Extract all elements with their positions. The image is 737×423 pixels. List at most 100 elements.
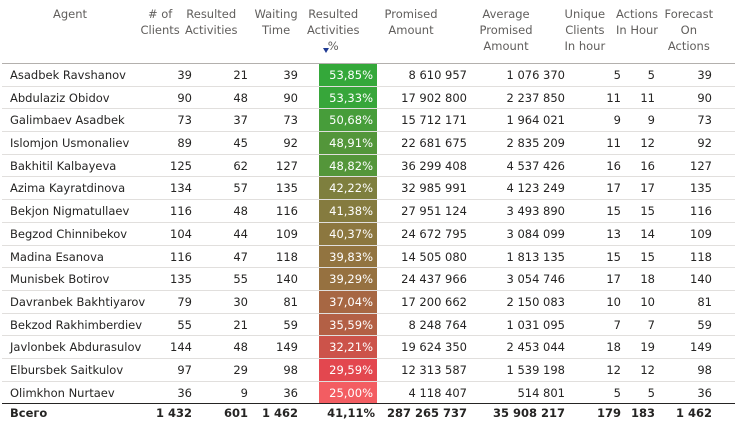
header-agent[interactable]: Agent xyxy=(53,7,88,21)
resulted-count: 37 xyxy=(233,113,248,128)
total-resulted: 601 xyxy=(223,406,248,420)
actions-in-hour: 12 xyxy=(640,362,655,377)
table-row[interactable]: Bekjon Nigmatullaev 116 48 116 41,38% 27 951 … xyxy=(2,199,735,223)
waiting-time: 118 xyxy=(276,249,298,264)
table-row[interactable]: Islomjon Usmonaliev 89 45 92 48,91% 22 681 67… xyxy=(2,131,735,155)
promised-amount: 24 437 966 xyxy=(401,272,467,287)
clients-count: 90 xyxy=(177,90,192,105)
unique-clients: 11 xyxy=(606,136,621,151)
resulted-count: 30 xyxy=(233,294,248,309)
table-row[interactable]: Begzod Chinnibekov 104 44 109 40,37% 24 672 7… xyxy=(2,221,735,245)
unique-clients: 11 xyxy=(606,90,621,105)
actions-in-hour: 9 xyxy=(647,113,655,128)
header-forecast[interactable]: Forecast On Actions xyxy=(664,7,714,53)
agent-name: Galimbaev Asadbek xyxy=(10,113,125,128)
actions-in-hour: 17 xyxy=(640,181,655,196)
waiting-time: 36 xyxy=(283,385,298,400)
average-promised: 3 054 746 xyxy=(506,272,565,287)
clients-count: 134 xyxy=(170,181,192,196)
unique-clients: 12 xyxy=(606,362,621,377)
unique-clients: 17 xyxy=(606,272,621,287)
total-row: Всего 1 432 601 1 462 41,11% 287 265 737… xyxy=(2,403,735,423)
resulted-count: 48 xyxy=(233,204,248,219)
table-row[interactable]: Azima Kayratdinova 134 57 135 42,22% 32 985 9… xyxy=(2,176,735,200)
forecast-actions: 59 xyxy=(697,317,712,332)
waiting-time: 59 xyxy=(283,317,298,332)
header-resulted-pct[interactable]: Resulted Activities % xyxy=(307,7,360,53)
actions-in-hour: 15 xyxy=(640,249,655,264)
resulted-count: 55 xyxy=(233,272,248,287)
table-row[interactable]: Madina Esanova 116 47 118 39,83% 14 505 080 1 … xyxy=(2,244,735,268)
forecast-actions: 98 xyxy=(697,362,712,377)
sort-descending-icon[interactable] xyxy=(323,48,329,53)
forecast-actions: 92 xyxy=(697,136,712,151)
resulted-count: 47 xyxy=(233,249,248,264)
resulted-count: 62 xyxy=(233,158,248,173)
resulted-count: 21 xyxy=(233,317,248,332)
resulted-pct: 32,21% xyxy=(319,336,377,359)
resulted-pct: 25,00% xyxy=(319,381,377,404)
forecast-actions: 140 xyxy=(690,272,712,287)
resulted-pct: 53,33% xyxy=(319,86,377,109)
header-resulted[interactable]: Resulted Activities xyxy=(185,7,238,37)
promised-amount: 8 610 957 xyxy=(408,68,467,82)
total-promised: 287 265 737 xyxy=(386,406,467,420)
resulted-pct: 35,59% xyxy=(319,313,377,336)
resulted-pct: 29,59% xyxy=(319,358,377,381)
resulted-pct: 40,37% xyxy=(319,222,377,245)
actions-in-hour: 12 xyxy=(640,136,655,151)
actions-in-hour: 19 xyxy=(640,340,655,355)
promised-amount: 22 681 675 xyxy=(401,136,467,151)
table-row[interactable]: Elbursbek Saitkulov 97 29 98 29,59% 12 313 58… xyxy=(2,357,735,381)
unique-clients: 9 xyxy=(613,113,621,128)
header-promised[interactable]: Promised Amount xyxy=(384,7,438,37)
total-forecast: 1 462 xyxy=(675,406,712,420)
total-unique: 179 xyxy=(596,406,621,420)
waiting-time: 92 xyxy=(283,136,298,151)
header-unique-clients[interactable]: Unique Clients In hour xyxy=(564,7,606,53)
table-row[interactable]: Olimkhon Nurtaev 36 9 36 25,00% 4 118 407 514 … xyxy=(2,380,735,404)
header-clients[interactable]: # of Clients xyxy=(140,7,180,37)
clients-count: 135 xyxy=(170,272,192,287)
table-row[interactable]: Asadbek Ravshanov 39 21 39 53,85% 8 610 957 1 … xyxy=(2,63,735,86)
forecast-actions: 81 xyxy=(697,294,712,309)
table-row[interactable]: Davranbek Bakhtiyarov 79 30 81 37,04% 17 200 … xyxy=(2,289,735,313)
waiting-time: 81 xyxy=(283,294,298,309)
resulted-count: 57 xyxy=(233,181,248,196)
clients-count: 116 xyxy=(170,204,192,219)
table-row[interactable]: Abdulaziz Obidov 90 48 90 53,33% 17 902 800 2 … xyxy=(2,85,735,109)
header-avg-promised[interactable]: Average Promised Amount xyxy=(479,7,533,53)
clients-count: 104 xyxy=(170,226,192,241)
unique-clients: 5 xyxy=(613,68,621,82)
total-label: Всего xyxy=(10,406,48,420)
table-row[interactable]: Bekzod Rakhimberdiev 55 21 59 35,59% 8 248 76… xyxy=(2,312,735,336)
waiting-time: 135 xyxy=(276,181,298,196)
unique-clients: 16 xyxy=(606,158,621,173)
waiting-time: 127 xyxy=(276,158,298,173)
average-promised: 4 537 426 xyxy=(506,158,565,173)
resulted-count: 48 xyxy=(233,340,248,355)
unique-clients: 18 xyxy=(606,340,621,355)
resulted-count: 44 xyxy=(233,226,248,241)
total-clients: 1 432 xyxy=(155,406,192,420)
forecast-actions: 109 xyxy=(690,226,712,241)
actions-in-hour: 18 xyxy=(640,272,655,287)
table-row[interactable]: Galimbaev Asadbek 73 37 73 50,68% 15 712 171 1… xyxy=(2,108,735,132)
agent-name: Olimkhon Nurtaev xyxy=(10,385,115,400)
agent-name: Davranbek Bakhtiyarov xyxy=(10,294,146,309)
header-waiting[interactable]: Waiting Time xyxy=(254,7,298,37)
header-actions[interactable]: Actions In Hour xyxy=(616,7,659,37)
average-promised: 4 123 249 xyxy=(506,181,565,196)
total-avg: 35 908 217 xyxy=(492,406,565,420)
unique-clients: 15 xyxy=(606,204,621,219)
agent-name: Azima Kayratdinova xyxy=(10,181,126,196)
table-row[interactable]: Munisbek Botirov 135 55 140 39,29% 24 437 966… xyxy=(2,267,735,291)
clients-count: 89 xyxy=(177,136,192,151)
forecast-actions: 116 xyxy=(690,204,712,219)
table-row[interactable]: Bakhitil Kalbayeva 125 62 127 48,82% 36 299 4… xyxy=(2,153,735,177)
forecast-actions: 73 xyxy=(697,113,712,128)
table-row[interactable]: Javlonbek Abdurasulov 144 48 149 32,21% 19 62… xyxy=(2,335,735,359)
unique-clients: 7 xyxy=(613,317,621,332)
actions-in-hour: 15 xyxy=(640,204,655,219)
waiting-time: 98 xyxy=(283,362,298,377)
